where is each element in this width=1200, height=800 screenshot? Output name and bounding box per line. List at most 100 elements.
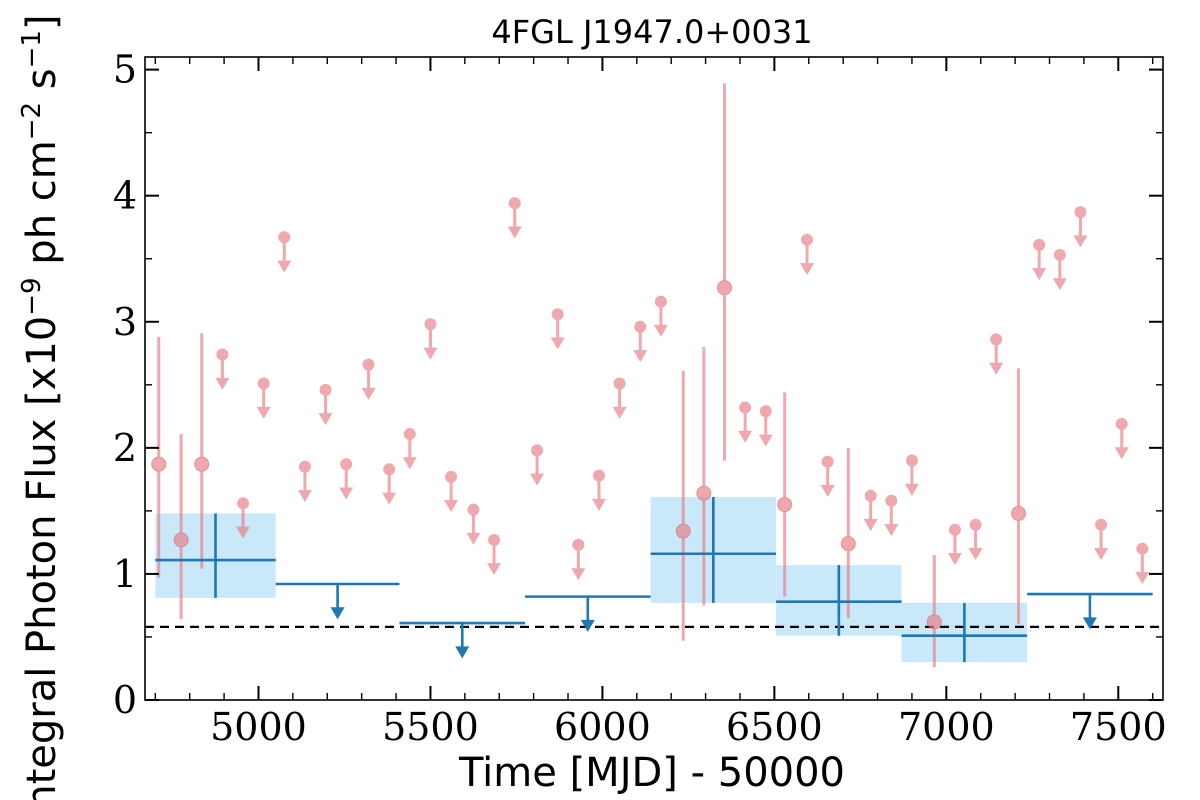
short-bin-ul-arrowhead [968,548,983,561]
long-bin-detection [901,602,1028,663]
short-bin-ul-point [572,538,585,551]
short-bin-ul-point [885,494,898,507]
short-bin-ul-arrowhead [800,263,815,276]
x-tick-label: 7000 [898,705,995,749]
short-bin-ul-arrowhead [820,485,835,498]
short-bin-upper-limit [1073,206,1088,248]
short-bin-ul-point [821,455,834,468]
short-bin-ul-arrowhead [738,430,753,443]
short-bin-ul-point [467,503,480,516]
short-bin-ul-arrowhead [653,324,668,337]
short-bin-ul-arrowhead [1052,278,1067,291]
short-bin-ul-arrowhead [758,434,773,447]
short-bin-ul-arrowhead [423,347,438,360]
short-bin-ul-arrowhead [256,406,271,419]
short-bin-ul-arrowhead [1135,572,1150,585]
short-bin-ul-arrowhead [507,226,522,239]
short-bin-ul-point [445,470,458,483]
tick-labels: 5000 5500 6000 6500 7000 7500 0 1 2 3 4 5 [113,48,1167,749]
short-bin-point [777,497,793,513]
short-bin-detection [926,555,942,668]
short-bin-upper-limit [884,494,899,537]
short-bin-upper-limit [758,405,773,447]
short-bin-detection [717,83,733,461]
short-bin-ul-arrowhead [904,483,919,496]
short-bin-ul-point [298,460,311,473]
short-bin-point [173,532,189,548]
short-bin-ul-arrowhead [591,498,606,511]
y-tick-label: 0 [113,678,137,722]
long-bin-ul-arrowhead [455,646,470,659]
short-bin-upper-limit [277,231,292,273]
short-bin-upper-limit [1094,518,1109,561]
short-bin-ul-point [905,454,918,467]
short-bin-upper-limit [318,383,333,426]
short-bin-ul-arrowhead [1032,268,1047,281]
short-bin-upper-limit [530,444,545,486]
short-bin-upper-limit [947,523,962,566]
short-bin-upper-limit [361,358,376,400]
short-bin-ul-arrowhead [402,457,417,470]
short-bin-upper-limit [571,538,586,581]
short-bin-ul-point [613,377,626,390]
short-bin-ul-arrowhead [236,526,251,539]
short-bin-ul-point [531,444,544,457]
short-bin-upper-limit [904,454,919,496]
short-bin-ul-arrowhead [444,500,459,513]
short-bin-upper-limit [653,295,668,337]
y-tick-label: 1 [113,552,137,596]
short-bin-ul-point [864,489,877,502]
short-bin-ul-arrowhead [863,519,878,532]
long-bin-detection [650,497,777,603]
short-bin-ul-point [257,377,270,390]
x-axis-label: Time [MJD] - 50000 [458,750,845,796]
x-tick-label: 6500 [726,705,823,749]
short-bin-ul-arrowhead [633,350,648,363]
short-bin-ul-point [801,233,814,246]
short-bin-detection [151,336,167,578]
long-bin-upper-limit [275,582,400,620]
long-bin-ul-arrowhead [580,619,595,632]
short-bin-ul-point [278,231,291,244]
short-bin-detection [840,447,856,619]
short-bin-ul-point [634,320,647,333]
short-bin-upper-limit [215,348,230,390]
chart-title: 4FGL J1947.0+0031 [491,13,812,51]
long-bin-detection [155,513,276,598]
short-bin-upper-limit [633,320,648,363]
short-bin-ul-arrowhead [466,532,481,545]
short-bin-ul-point [948,523,961,536]
short-bin-point [151,456,167,472]
short-bin-upper-limit [738,401,753,443]
x-tick-label: 5500 [382,705,479,749]
short-bin-ul-arrowhead [277,260,292,273]
short-bin-upper-limit [968,518,983,561]
short-bin-ul-point [990,333,1003,346]
short-bin-ul-point [362,358,375,371]
y-tick-label: 5 [113,48,137,92]
short-bin-upper-limit [1032,238,1047,281]
short-bin-ul-point [383,463,396,476]
y-tick-label: 2 [113,426,137,470]
short-bin-ul-arrowhead [1073,235,1088,248]
tick-marks [145,57,1163,701]
short-bin-upper-limit [1114,417,1129,460]
long-bin-detection [776,565,902,636]
short-bin-ul-arrowhead [530,473,545,486]
short-bin-upper-limit [444,470,459,513]
short-bin-ul-arrowhead [612,406,627,419]
short-bin-upper-limit [382,463,397,505]
short-bin-upper-limit [1052,248,1067,291]
short-bin-ul-arrowhead [884,524,899,537]
short-bin-upper-limit [591,469,606,511]
short-bin-upper-limit [402,427,417,470]
x-tick-label: 6000 [554,705,651,749]
short-bin-ul-point [969,518,982,531]
short-bin-detection [696,346,712,606]
short-bin-point [840,536,856,552]
short-bin-ul-point [216,348,229,361]
short-bin-upper-limit [507,197,522,239]
short-bin-ul-point [654,295,667,308]
short-bin-ul-arrowhead [1114,447,1129,460]
short-bin-upper-limit [612,377,627,419]
